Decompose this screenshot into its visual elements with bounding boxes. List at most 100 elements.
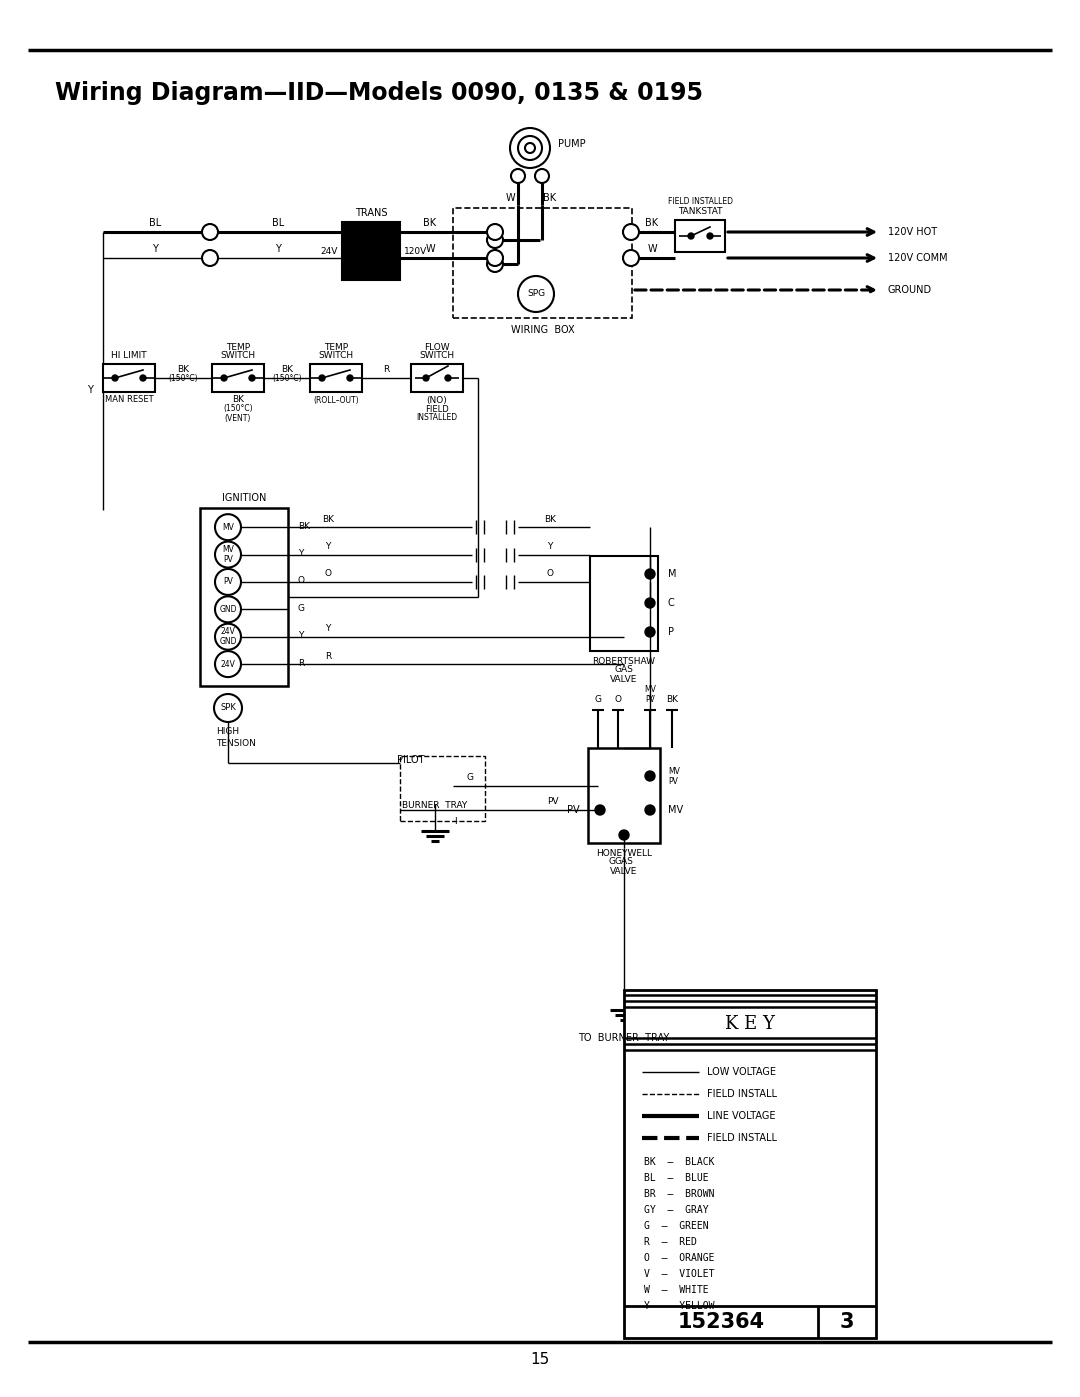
- Text: Y: Y: [298, 549, 303, 557]
- Bar: [103, 365, 156, 393]
- Text: BURNER  TRAY: BURNER TRAY: [403, 802, 468, 810]
- Text: (150°C): (150°C): [168, 374, 199, 384]
- Circle shape: [510, 129, 550, 168]
- Text: MV: MV: [222, 522, 234, 532]
- Text: SWITCH: SWITCH: [419, 352, 455, 360]
- Text: 15: 15: [530, 1352, 550, 1368]
- Text: GROUND: GROUND: [888, 285, 932, 295]
- Text: BK: BK: [232, 395, 244, 405]
- Text: BK: BK: [646, 218, 659, 228]
- Text: O: O: [324, 570, 332, 578]
- Text: 24V
GND: 24V GND: [219, 627, 237, 647]
- Circle shape: [202, 250, 218, 265]
- Circle shape: [487, 250, 503, 265]
- Text: M: M: [669, 569, 676, 578]
- Text: VALVE: VALVE: [610, 866, 637, 876]
- Circle shape: [140, 374, 146, 381]
- Circle shape: [445, 374, 451, 381]
- Text: C: C: [669, 598, 675, 608]
- Text: BK: BK: [423, 218, 436, 228]
- Text: P: P: [669, 627, 674, 637]
- Bar: [453, 208, 632, 319]
- Text: TANKSTAT: TANKSTAT: [678, 207, 723, 215]
- Text: R  –  RED: R – RED: [644, 1236, 697, 1248]
- Text: MV: MV: [669, 805, 684, 814]
- Text: SPG: SPG: [527, 289, 545, 299]
- Text: (150°C): (150°C): [224, 405, 253, 414]
- Circle shape: [249, 374, 255, 381]
- Text: I: I: [454, 816, 457, 826]
- Circle shape: [645, 569, 654, 578]
- Text: 152364: 152364: [677, 1312, 765, 1331]
- Text: PV: PV: [567, 805, 580, 814]
- Circle shape: [319, 374, 325, 381]
- Text: TEMP: TEMP: [226, 344, 251, 352]
- Text: PILOT: PILOT: [397, 754, 424, 766]
- Text: FIELD INSTALL: FIELD INSTALL: [707, 1090, 777, 1099]
- Circle shape: [623, 224, 639, 240]
- Text: Y: Y: [325, 624, 330, 633]
- Text: SPK: SPK: [220, 704, 235, 712]
- Text: ROBERTSHAW: ROBERTSHAW: [593, 657, 656, 665]
- Text: G: G: [594, 696, 602, 704]
- Text: IGNITION: IGNITION: [221, 493, 266, 503]
- Text: 120V HOT: 120V HOT: [888, 226, 937, 237]
- Text: FLOW: FLOW: [424, 344, 449, 352]
- Text: TEMP: TEMP: [324, 344, 348, 352]
- Text: HI LIMIT: HI LIMIT: [111, 352, 147, 360]
- Bar: [624, 990, 876, 1338]
- Text: O  –  ORANGE: O – ORANGE: [644, 1253, 715, 1263]
- Text: LINE VOLTAGE: LINE VOLTAGE: [707, 1111, 775, 1120]
- Circle shape: [215, 514, 241, 541]
- Text: HONEYWELL: HONEYWELL: [596, 848, 652, 858]
- Text: (150°C): (150°C): [272, 374, 301, 384]
- Text: BK  –  BLACK: BK – BLACK: [644, 1157, 715, 1166]
- Text: BK: BK: [543, 193, 556, 203]
- Text: R: R: [298, 658, 305, 668]
- Text: BK: BK: [544, 514, 556, 524]
- Circle shape: [202, 224, 218, 240]
- Text: TO  BURNER  TRAY: TO BURNER TRAY: [579, 1032, 670, 1044]
- Text: Y: Y: [87, 386, 93, 395]
- Text: 120V COMM: 120V COMM: [888, 253, 947, 263]
- Text: W: W: [426, 244, 435, 254]
- Text: BK: BK: [177, 365, 189, 373]
- Text: MV: MV: [669, 767, 680, 777]
- Text: G  –  GREEN: G – GREEN: [644, 1221, 708, 1231]
- Text: FIELD INSTALL: FIELD INSTALL: [707, 1133, 777, 1143]
- Circle shape: [423, 374, 429, 381]
- Text: PUMP: PUMP: [558, 138, 585, 149]
- Text: (ROLL–OUT): (ROLL–OUT): [313, 395, 359, 405]
- Text: 120V: 120V: [404, 246, 428, 256]
- Circle shape: [688, 233, 694, 239]
- Circle shape: [535, 169, 549, 183]
- Text: BK: BK: [298, 521, 310, 531]
- Circle shape: [487, 224, 503, 240]
- Text: K E Y: K E Y: [725, 1016, 775, 1032]
- Bar: [417, 775, 453, 805]
- Text: R: R: [325, 651, 332, 661]
- Text: G: G: [467, 773, 473, 781]
- Text: FIELD INSTALLED: FIELD INSTALLED: [667, 197, 732, 207]
- Circle shape: [645, 598, 654, 608]
- Text: O: O: [615, 696, 621, 704]
- Circle shape: [595, 805, 605, 814]
- Circle shape: [645, 627, 654, 637]
- Text: VALVE: VALVE: [610, 675, 637, 683]
- Text: (VENT): (VENT): [225, 414, 252, 422]
- Text: BL: BL: [149, 218, 161, 228]
- Text: TRANS: TRANS: [354, 208, 388, 218]
- Text: Wiring Diagram—IID—Models 0090, 0135 & 0195: Wiring Diagram—IID—Models 0090, 0135 & 0…: [55, 81, 703, 105]
- Text: MV
PV: MV PV: [222, 545, 234, 564]
- Bar: [200, 509, 288, 686]
- Text: HIGH: HIGH: [216, 728, 239, 736]
- Text: GAS: GAS: [615, 665, 634, 675]
- Bar: [411, 365, 463, 393]
- Circle shape: [518, 136, 542, 161]
- Text: O: O: [298, 577, 305, 585]
- Circle shape: [623, 250, 639, 265]
- Text: Y: Y: [152, 244, 158, 254]
- Text: MAN RESET: MAN RESET: [105, 395, 153, 405]
- Text: G: G: [298, 604, 305, 613]
- Circle shape: [215, 542, 241, 567]
